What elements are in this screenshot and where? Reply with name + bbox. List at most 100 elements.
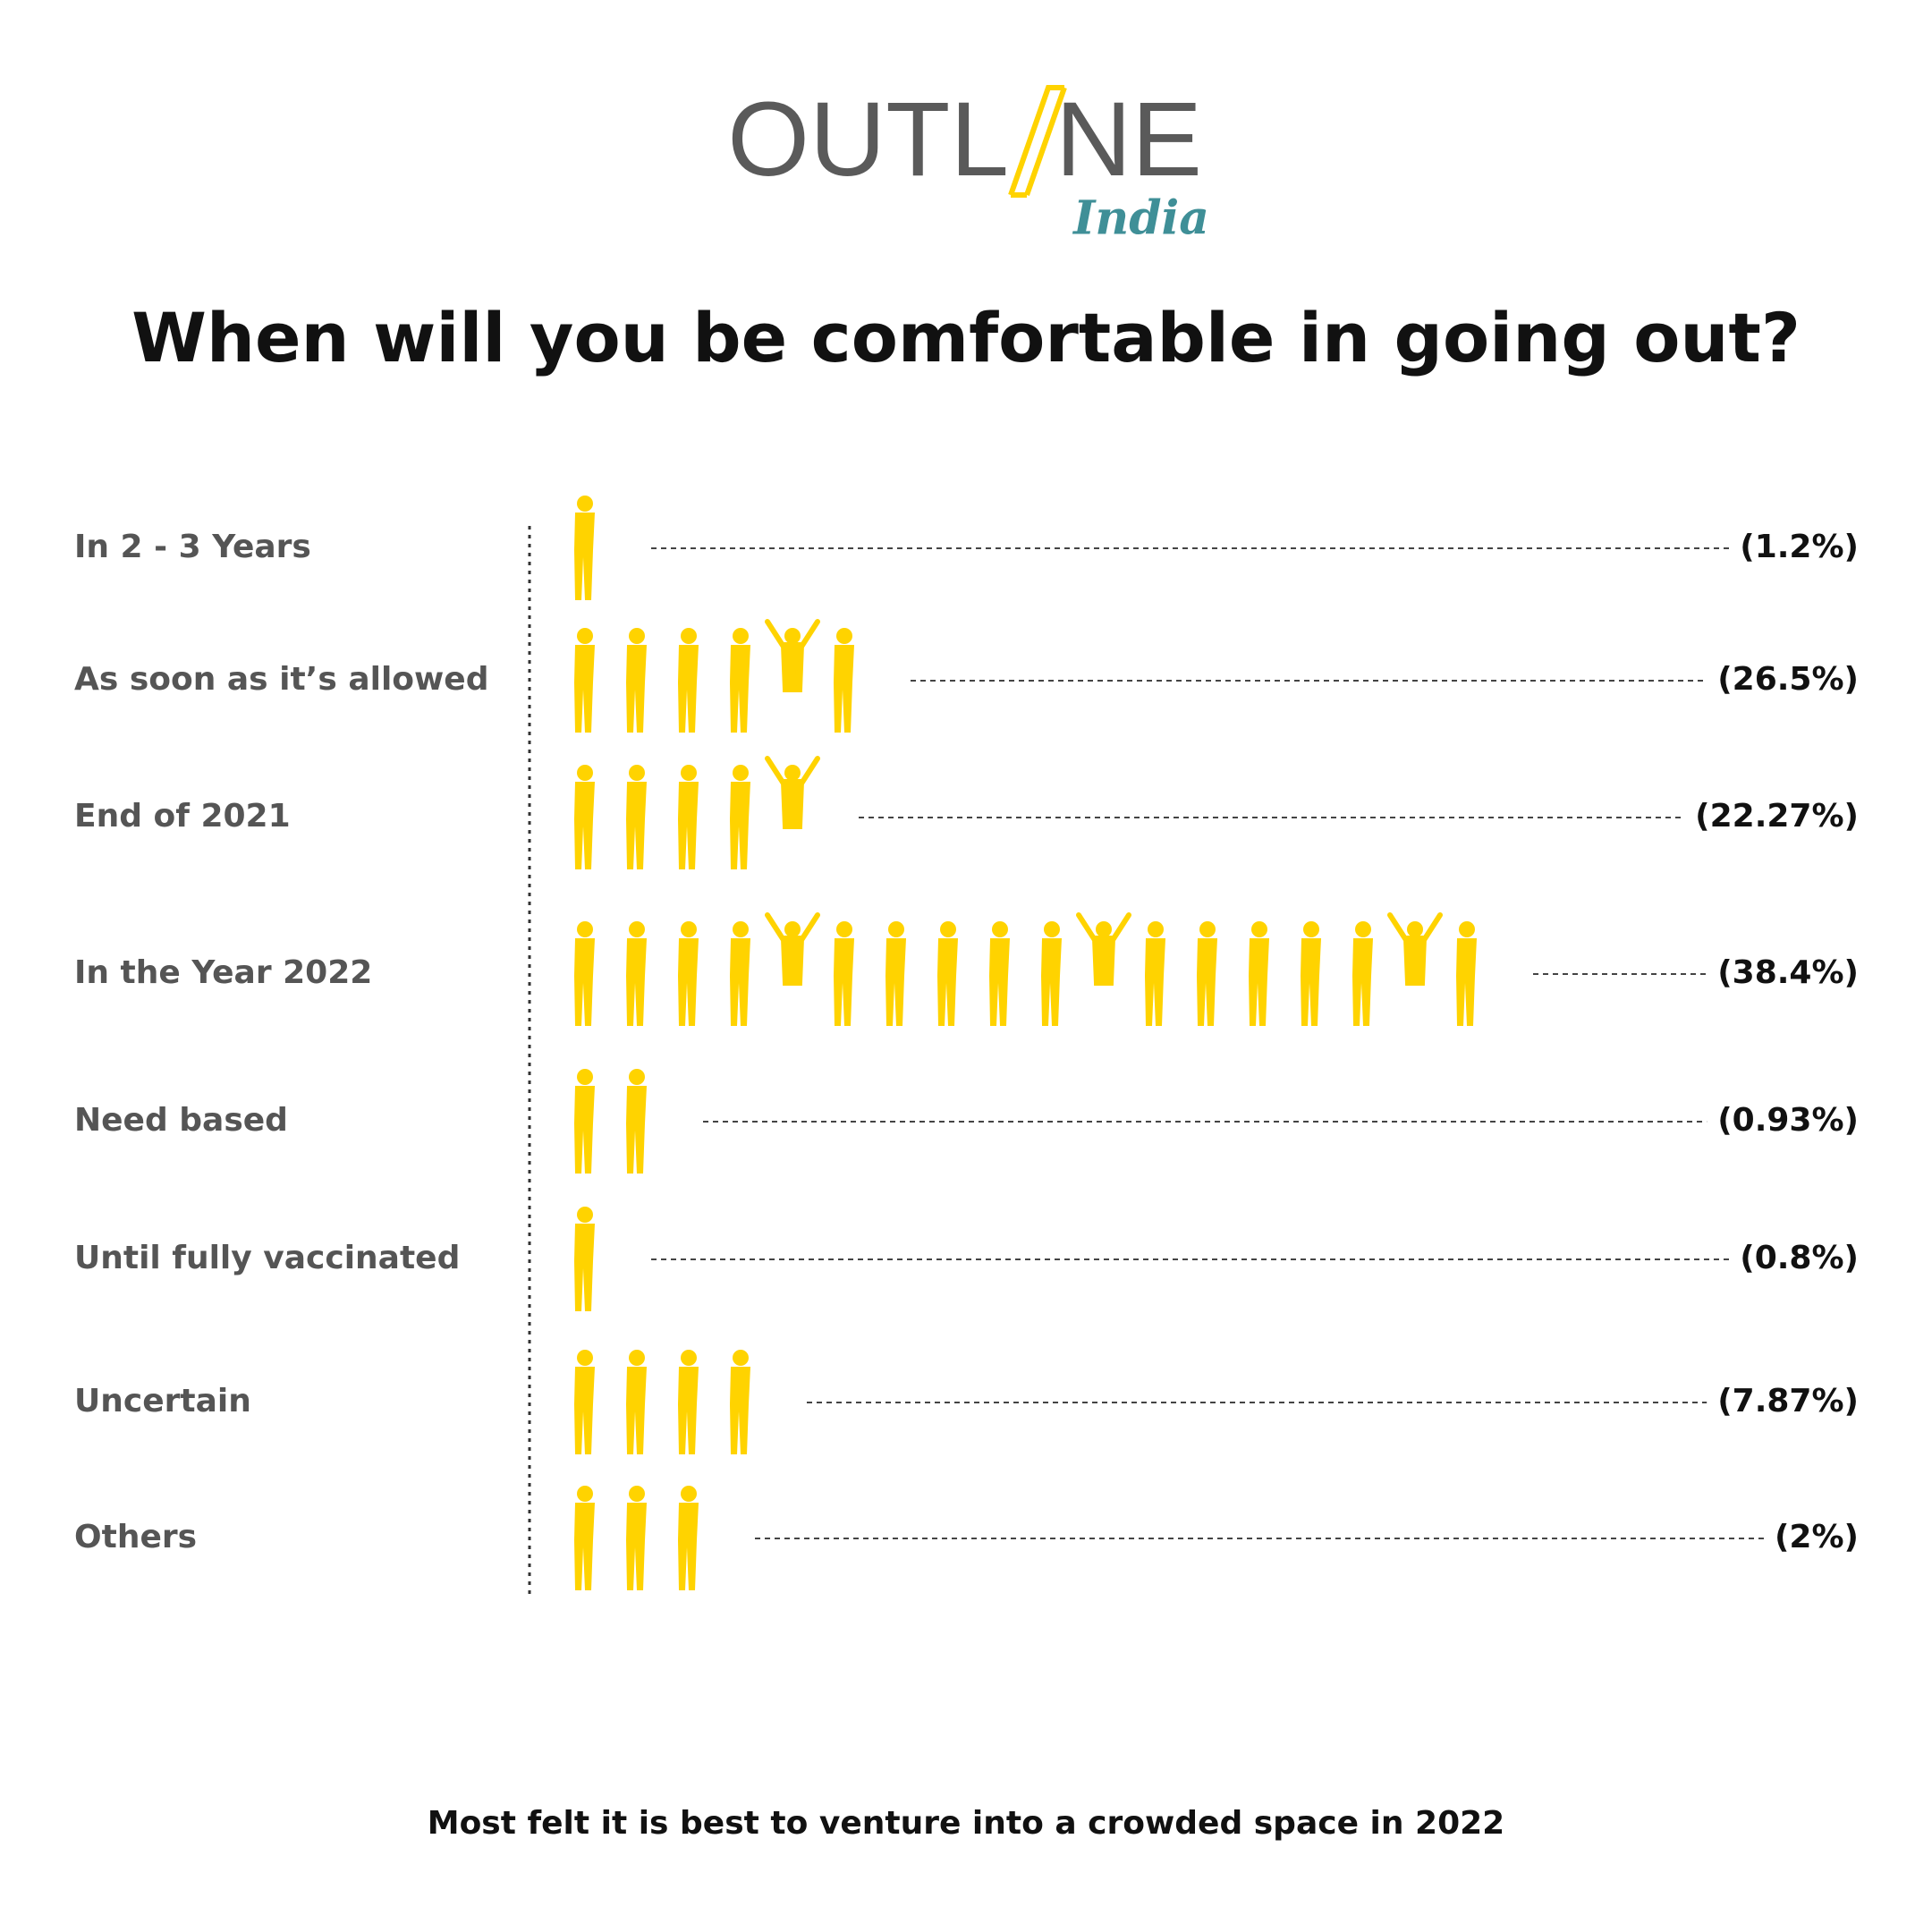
icon-head <box>784 921 801 937</box>
icon-head <box>733 1350 749 1366</box>
icon-body <box>730 782 750 869</box>
icon-head <box>784 628 801 644</box>
icon-body <box>834 938 854 1026</box>
category-label: Need based <box>74 1102 288 1139</box>
icon-body <box>678 938 699 1026</box>
category-label: End of 2021 <box>74 798 291 835</box>
icon-body <box>937 938 958 1026</box>
icon-body <box>1387 912 1443 986</box>
icon-body <box>678 782 699 869</box>
icon-body <box>574 513 595 600</box>
value-label: (0.8%) <box>1740 1240 1859 1276</box>
pictogram-row <box>574 496 595 600</box>
icon-head <box>992 921 1008 937</box>
icon-head <box>577 921 593 937</box>
category-label: In the Year 2022 <box>74 954 372 991</box>
icon-body <box>1041 938 1062 1026</box>
icon-body <box>574 1086 595 1174</box>
icon-body <box>678 1503 699 1590</box>
icon-head <box>1044 921 1060 937</box>
icon-body <box>626 1367 647 1454</box>
category-label: In 2 - 3 Years <box>74 529 311 565</box>
icon-head <box>629 921 645 937</box>
pictogram-row <box>574 756 820 869</box>
pictogram-row <box>574 1069 647 1174</box>
icon-head <box>1148 921 1164 937</box>
pictogram-row <box>574 912 1477 1026</box>
pictogram-row <box>574 1486 699 1590</box>
chart-title: When will you be comfortable in going ou… <box>131 298 1801 377</box>
icon-body <box>730 1367 750 1454</box>
icon-body <box>626 938 647 1026</box>
value-label: (26.5%) <box>1717 661 1859 698</box>
icon-head <box>577 1486 593 1502</box>
icon-head <box>577 1350 593 1366</box>
pictogram-row <box>574 1207 595 1311</box>
icon-body <box>678 1367 699 1454</box>
icon-head <box>836 921 852 937</box>
category-label: Others <box>74 1519 197 1555</box>
icon-head <box>733 628 749 644</box>
icon-head <box>836 628 852 644</box>
icon-head <box>681 1486 697 1502</box>
icon-body <box>1456 938 1477 1026</box>
logo-left: OUTL <box>727 80 1009 199</box>
logo-slash <box>1008 85 1067 198</box>
icon-head <box>1251 921 1267 937</box>
icon-body <box>989 938 1010 1026</box>
icon-body <box>730 645 750 733</box>
icon-head <box>681 765 697 781</box>
value-label: (1.2%) <box>1740 529 1859 565</box>
value-label: (0.93%) <box>1717 1102 1859 1139</box>
icon-body <box>1301 938 1321 1026</box>
icon-body <box>1145 938 1165 1026</box>
icon-head <box>733 765 749 781</box>
icon-head <box>1459 921 1475 937</box>
icon-body <box>574 782 595 869</box>
icon-body <box>626 645 647 733</box>
logo-right: NE <box>1055 80 1202 199</box>
icon-head <box>733 921 749 937</box>
icon-head <box>629 628 645 644</box>
icon-body <box>834 645 854 733</box>
icon-body <box>574 1367 595 1454</box>
category-label: Uncertain <box>74 1383 251 1419</box>
icon-head <box>888 921 904 937</box>
icon-head <box>629 1350 645 1366</box>
category-label: Until fully vaccinated <box>74 1240 460 1276</box>
icon-body <box>574 938 595 1026</box>
icon-head <box>784 765 801 781</box>
icon-head <box>1199 921 1216 937</box>
icon-head <box>681 1350 697 1366</box>
icon-head <box>629 1069 645 1085</box>
icon-body <box>1197 938 1217 1026</box>
category-label: As soon as it’s allowed <box>74 661 488 698</box>
icon-head <box>1355 921 1371 937</box>
icon-head <box>629 1486 645 1502</box>
icon-body <box>1352 938 1373 1026</box>
icon-head <box>940 921 956 937</box>
icon-body <box>574 645 595 733</box>
icon-head <box>681 921 697 937</box>
value-label: (38.4%) <box>1717 954 1859 991</box>
caption: Most felt it is best to venture into a c… <box>428 1805 1504 1842</box>
icon-head <box>577 628 593 644</box>
icon-body <box>1249 938 1269 1026</box>
icon-body <box>574 1224 595 1311</box>
icon-head <box>629 765 645 781</box>
icon-body <box>765 912 820 986</box>
icon-head <box>577 1069 593 1085</box>
value-label: (7.87%) <box>1717 1383 1859 1419</box>
pictogram-row <box>574 1350 750 1454</box>
icon-body <box>626 782 647 869</box>
icon-head <box>1096 921 1112 937</box>
value-label: (2%) <box>1775 1519 1859 1555</box>
icon-head <box>1303 921 1319 937</box>
icon-body <box>765 619 820 692</box>
icon-body <box>626 1503 647 1590</box>
icon-head <box>1407 921 1423 937</box>
icon-body <box>626 1086 647 1174</box>
icon-body <box>678 645 699 733</box>
